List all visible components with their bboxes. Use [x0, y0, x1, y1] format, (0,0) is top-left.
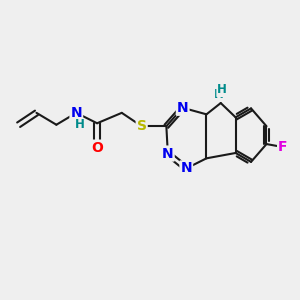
Text: N: N [70, 106, 82, 120]
Text: N: N [177, 101, 188, 115]
Text: N: N [180, 161, 192, 176]
Text: O: O [91, 141, 103, 154]
Text: H: H [214, 88, 224, 101]
Text: N: N [162, 147, 174, 160]
Text: H: H [217, 83, 227, 96]
Text: S: S [137, 119, 147, 133]
Text: H: H [75, 118, 85, 130]
Text: F: F [278, 140, 288, 154]
